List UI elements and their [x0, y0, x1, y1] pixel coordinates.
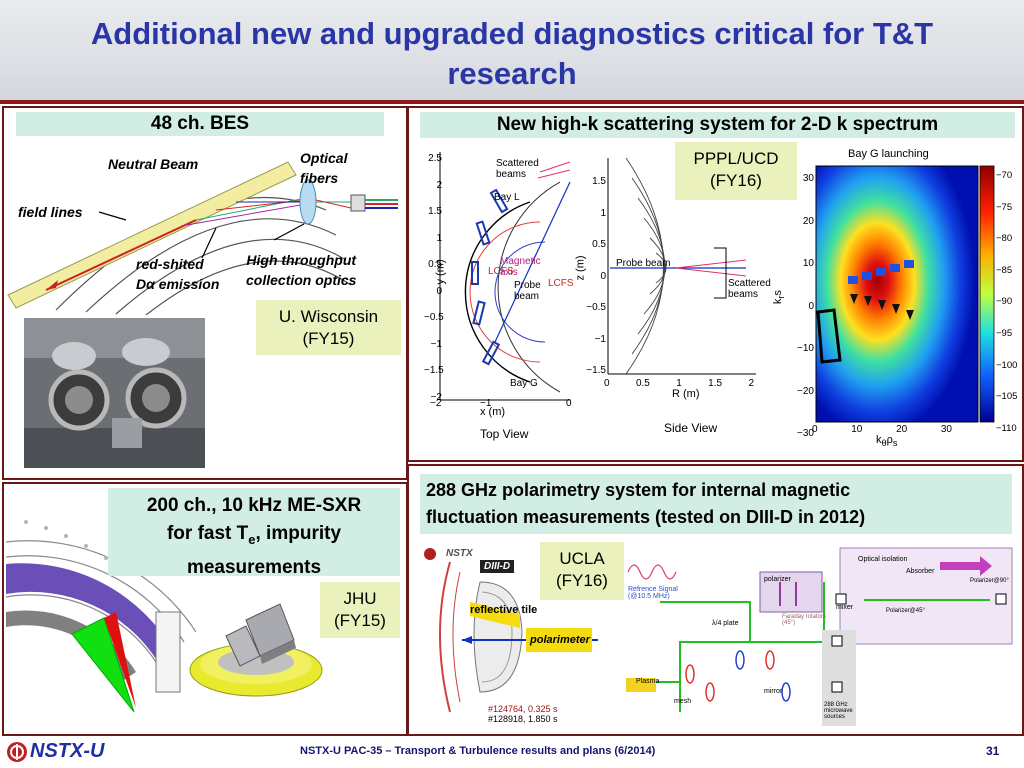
bes-schematic	[7, 161, 398, 315]
shot-line-2: #128918, 1.850 s	[488, 714, 558, 724]
side-view-xticks: 0 0.5 1 1.5 2	[604, 378, 754, 389]
shot-line-1: #124764, 0.325 s	[488, 704, 558, 714]
highk-heading: New high-k scattering system for 2-D k s…	[420, 112, 1015, 138]
optical-fibers-label: Optical fibers	[300, 150, 348, 186]
top-view-probe-beam: Probe beam	[514, 280, 541, 302]
polarizer-label: polarizer	[764, 576, 791, 583]
sxr-heading: 200 ch., 10 kHz ME-SXR for fast Te, impu…	[108, 488, 400, 578]
side-view-probe-beam: Probe beam	[616, 258, 671, 269]
sxr-affiliation: JHU (FY15)	[320, 582, 400, 638]
heatmap-title: Bay G launching	[848, 148, 929, 160]
side-view-yticks: 1.5 1 0.5 0 −0.5 −1 −1.5	[586, 176, 606, 376]
field-lines-label: field lines	[18, 204, 83, 220]
top-view-lcfs-left: LCFS	[488, 266, 514, 277]
nstx-label: NSTX	[446, 548, 473, 559]
colorbar-ticks: −70 −75 −80 −85 −90 −95 −100 −105 −110	[996, 170, 1018, 434]
sxr-geometry-drawing	[6, 520, 196, 713]
highk-affiliation: PPPL/UCD (FY16)	[675, 142, 797, 200]
sources-label: 288 GHz microwave sources	[824, 702, 853, 720]
collection-optics-label: High throughput collection optics	[246, 252, 357, 288]
polarizer-45-label: Polarizer@45°	[886, 608, 925, 614]
top-view-lcfs-right: LCFS	[548, 278, 574, 289]
side-view-plot: Side View	[607, 157, 756, 435]
bes-hardware-photo	[24, 318, 205, 468]
red-shifted-label: red-shited Dα emission	[136, 256, 220, 292]
top-view-yticks: 2.5 2 1.5 1 0.5 0 −0.5 −1 −1.5 −2	[424, 153, 444, 403]
top-view-xtick-2: −1	[480, 398, 492, 409]
side-view-xlabel: R (m)	[672, 388, 700, 400]
top-view-xtick-1: −2	[430, 398, 442, 409]
heatmap-xticks: 0 10 20 30	[812, 424, 952, 435]
reflective-tile-label: reflective tile	[470, 604, 538, 616]
slide-title: Additional new and upgraded diagnostics …	[90, 16, 934, 91]
absorber-label: Absorber	[906, 568, 935, 575]
heatmap-xlabel: kθρs	[876, 434, 898, 449]
top-view-bay-l: Bay L	[494, 192, 520, 203]
nstx-u-logo-icon	[7, 742, 27, 762]
side-view-scattered-beams: Scattered beams	[728, 278, 771, 300]
bes-affiliation: U. Wisconsin (FY15)	[256, 300, 401, 355]
neutral-beam-label: Neutral Beam	[108, 156, 199, 172]
top-view-xlabel: x (m)	[480, 406, 506, 418]
top-view-bay-g: Bay G	[510, 378, 538, 389]
polarimetry-heading: 288 GHz polarimetry system for internal …	[420, 474, 1012, 534]
mesh-label: mesh	[674, 698, 692, 705]
heatmap-ylabel: krs	[771, 290, 787, 305]
page-number: 31	[986, 744, 1000, 758]
mixer-label: mixer	[836, 604, 854, 611]
title-rule	[0, 100, 1024, 104]
optical-isolation-label: Optical isolation	[858, 556, 908, 563]
reference-signal-label: Refrence Signal (@10.5 MHz)	[628, 586, 678, 600]
mirror-label: mirror	[764, 688, 783, 695]
bay-g-heatmap	[815, 165, 995, 423]
side-view-caption: Side View	[664, 421, 717, 435]
polarimetry-optics-schematic	[626, 547, 1013, 726]
top-view-scattered-beams: Scattered beams	[496, 158, 539, 180]
title-bar	[0, 0, 1024, 100]
nstx-u-logo-text: NSTX-U	[30, 740, 105, 762]
polarimetry-affiliation: UCLA (FY16)	[540, 542, 624, 600]
heatmap-yticks: 30 20 10 0 −10 −20 −30	[797, 173, 814, 439]
faraday-rotators-label: Faraday rotators (45°)	[782, 614, 827, 626]
sxr-hardware-render	[189, 603, 323, 697]
polarizer-90-label: Polarizer@90°	[970, 578, 1009, 584]
bes-heading: 48 ch. BES	[16, 112, 384, 136]
plasma-label: Plasma	[636, 678, 660, 685]
top-view-magnetic-axis: Magnetic axis	[500, 256, 541, 278]
top-view-ylabel: y (m)	[434, 259, 447, 285]
top-view-caption: Top View	[480, 427, 529, 441]
lambda-plate-label: λ/4 plate	[712, 620, 739, 627]
diiid-label: DIII-D	[480, 560, 515, 573]
side-view-ylabel: z (m)	[574, 255, 587, 281]
top-view-xtick-3: 0	[566, 398, 572, 409]
polarimeter-label: polarimeter	[530, 634, 590, 646]
top-view-plot: Top View	[439, 152, 571, 441]
slide-footer: NSTX-U PAC-35 – Transport & Turbulence r…	[300, 745, 656, 757]
